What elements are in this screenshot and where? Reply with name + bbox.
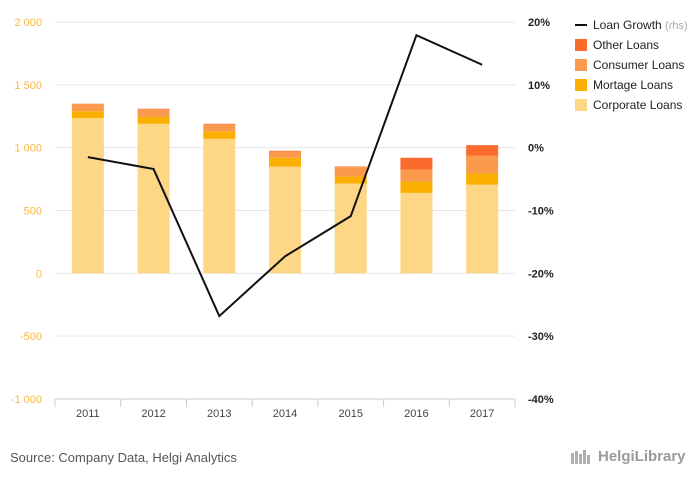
y-left-tick-label: -1 000 [11, 394, 42, 406]
legend-swatch-corporate-loans [575, 99, 587, 111]
bar-corporate-loans [71, 118, 104, 274]
logo-text: HelgiLibrary [598, 448, 686, 465]
y-left-tick-label: 500 [24, 206, 42, 218]
grid-lines [55, 21, 515, 400]
bar-consumer-loans [466, 155, 499, 174]
bar-other-loans [334, 166, 367, 168]
y-left-tick-label: 1 500 [14, 80, 42, 92]
bar-consumer-loans [203, 124, 236, 132]
legend-label-other-loans: Other Loans [593, 38, 659, 52]
bar-corporate-loans [203, 138, 236, 274]
loan-growth-line [87, 33, 483, 318]
x-tick-label: 2016 [404, 408, 428, 420]
bar-mortage-loans [137, 116, 170, 124]
legend-label-consumer-loans: Consumer Loans [593, 58, 684, 72]
legend-swatch-consumer-loans [575, 59, 587, 71]
x-tick-label: 2012 [141, 408, 165, 420]
bar-other-loans [137, 108, 170, 110]
bar-mortage-loans [400, 181, 433, 193]
y-right-tick-label: -40% [528, 394, 554, 406]
bar-mortage-loans [203, 131, 236, 139]
y-right-tick-label: -20% [528, 268, 554, 280]
bars-group [71, 103, 499, 274]
bar-corporate-loans [400, 192, 433, 274]
loan-growth-line-group [87, 33, 483, 318]
bar-corporate-loans [334, 183, 367, 274]
library-icon [571, 449, 590, 464]
y-right-tick-label: 20% [528, 17, 550, 29]
y-right-tick-label: -30% [528, 331, 554, 343]
bar-consumer-loans [137, 109, 170, 117]
y-right-tick-label: 10% [528, 80, 550, 92]
legend-swatch-other-loans [575, 39, 587, 51]
bar-other-loans [269, 150, 301, 152]
bar-consumer-loans [269, 151, 301, 158]
y-left-tick-label: 2 000 [14, 17, 42, 29]
source-note: Source: Company Data, Helgi Analytics [10, 450, 237, 465]
bar-mortage-loans [71, 111, 104, 119]
bar-consumer-loans [400, 169, 433, 182]
legend-swatch-mortage-loans [575, 79, 587, 91]
legend-label-mortage-loans: Mortage Loans [593, 78, 673, 92]
legend: Loan Growth (rhs) Other Loans Consumer Loa… [575, 18, 688, 112]
x-tick-label: 2017 [470, 408, 494, 420]
x-tick-label: 2013 [207, 408, 231, 420]
legend-label-loan-growth: Loan Growth (rhs) [593, 18, 688, 32]
bar-mortage-loans [334, 176, 367, 184]
x-tick-label: 2015 [338, 408, 362, 420]
bar-consumer-loans [71, 103, 104, 112]
y-right-tick-label: -10% [528, 206, 554, 218]
y-left-tick-label: 1 000 [14, 143, 42, 155]
bar-mortage-loans [269, 157, 301, 167]
x-tick-label: 2014 [273, 408, 297, 420]
bar-other-loans [466, 145, 499, 156]
legend-label-corporate-loans: Corporate Loans [593, 98, 682, 112]
bar-other-loans [400, 157, 433, 170]
bar-corporate-loans [137, 123, 170, 274]
y-right-tick-label: 0% [528, 143, 544, 155]
x-tick-label: 2011 [76, 408, 100, 420]
legend-suffix-rhs: (rhs) [665, 20, 688, 32]
bar-mortage-loans [466, 173, 499, 185]
y-left-tick-label: -500 [20, 331, 42, 343]
bar-consumer-loans [334, 167, 367, 177]
bar-other-loans [203, 123, 236, 125]
helgi-library-logo: HelgiLibrary [570, 448, 686, 465]
bar-corporate-loans [466, 184, 499, 274]
axes: -1 000 -500 0 500 1 000 1 500 2 000 -40% -30% -20… [11, 17, 554, 420]
y-left-tick-label: 0 [36, 268, 42, 280]
